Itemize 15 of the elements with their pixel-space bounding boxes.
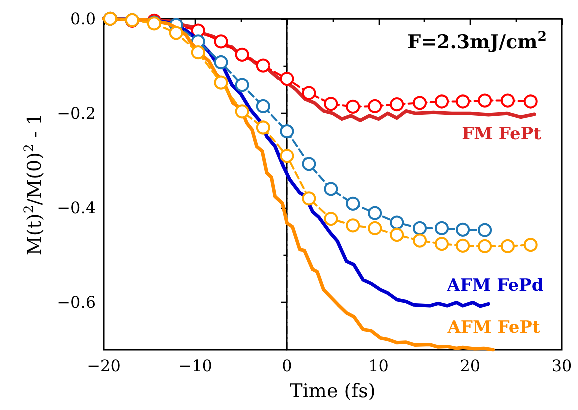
x-tick-label: 20 — [460, 356, 481, 376]
x-tick-label: 30 — [552, 356, 572, 376]
y-axis-title: M(t)2/M(0)2 - 1 — [22, 113, 46, 256]
x-tick-label: −20 — [87, 356, 121, 376]
x-tick-label: 0 — [282, 356, 292, 376]
x-axis-title: Time (fs) — [290, 380, 376, 402]
y-tick-label: −0.2 — [57, 104, 96, 124]
series-label: AFM FePt — [446, 318, 540, 338]
y-tick-label: −0.4 — [57, 198, 96, 218]
series-label: AFM FePd — [446, 276, 544, 296]
x-tick-label: 10 — [368, 356, 389, 376]
x-tick-label: −10 — [178, 356, 212, 376]
series-label: FM FePt — [462, 124, 542, 145]
y-tick-label: 0.0 — [70, 10, 96, 28]
y-tick-label: −0.6 — [57, 293, 96, 312]
